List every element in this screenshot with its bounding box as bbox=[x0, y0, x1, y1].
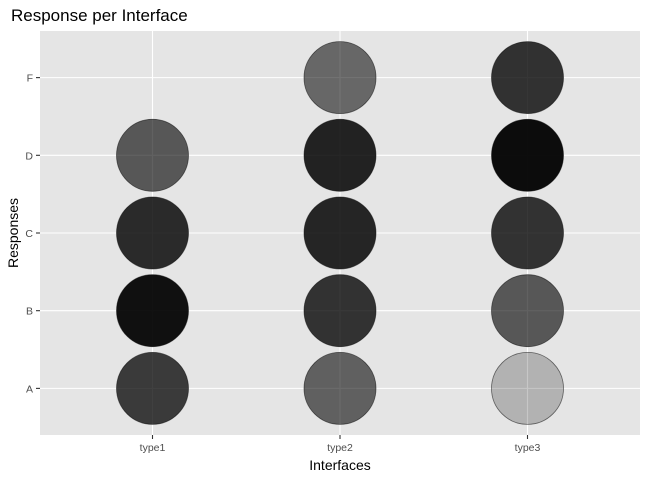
data-point-type3-C bbox=[491, 196, 564, 270]
data-point-type3-A bbox=[491, 351, 564, 425]
y-axis-title: Responses bbox=[5, 198, 21, 268]
x-tick-label: type2 bbox=[327, 442, 353, 454]
y-tick-label: A bbox=[26, 383, 33, 395]
x-axis: type1 type2 type3 bbox=[140, 435, 541, 454]
data-point-type1-A bbox=[116, 351, 189, 425]
y-tick-label: D bbox=[25, 150, 33, 162]
data-point-type2-D bbox=[303, 118, 377, 192]
data-point-type2-F bbox=[303, 41, 377, 115]
chart-title: Response per Interface bbox=[11, 6, 188, 25]
data-point-type3-F bbox=[491, 41, 564, 115]
data-point-type3-D bbox=[491, 118, 564, 192]
x-tick-label: type1 bbox=[140, 442, 166, 454]
x-axis-title: Interfaces bbox=[309, 457, 370, 473]
y-tick-label: C bbox=[25, 228, 33, 240]
y-tick-label: F bbox=[27, 73, 33, 85]
x-tick-label: type3 bbox=[515, 442, 541, 454]
data-point-type2-A bbox=[303, 351, 377, 425]
data-point-type2-B bbox=[303, 274, 377, 348]
data-point-type2-C bbox=[303, 196, 377, 270]
data-points bbox=[116, 41, 564, 425]
y-axis: A B C D F bbox=[25, 73, 40, 395]
data-point-type3-B bbox=[491, 274, 564, 348]
y-tick-label: B bbox=[26, 306, 33, 318]
data-point-type1-B bbox=[116, 274, 189, 348]
data-point-type1-C bbox=[116, 196, 189, 270]
data-point-type1-D bbox=[116, 118, 189, 192]
